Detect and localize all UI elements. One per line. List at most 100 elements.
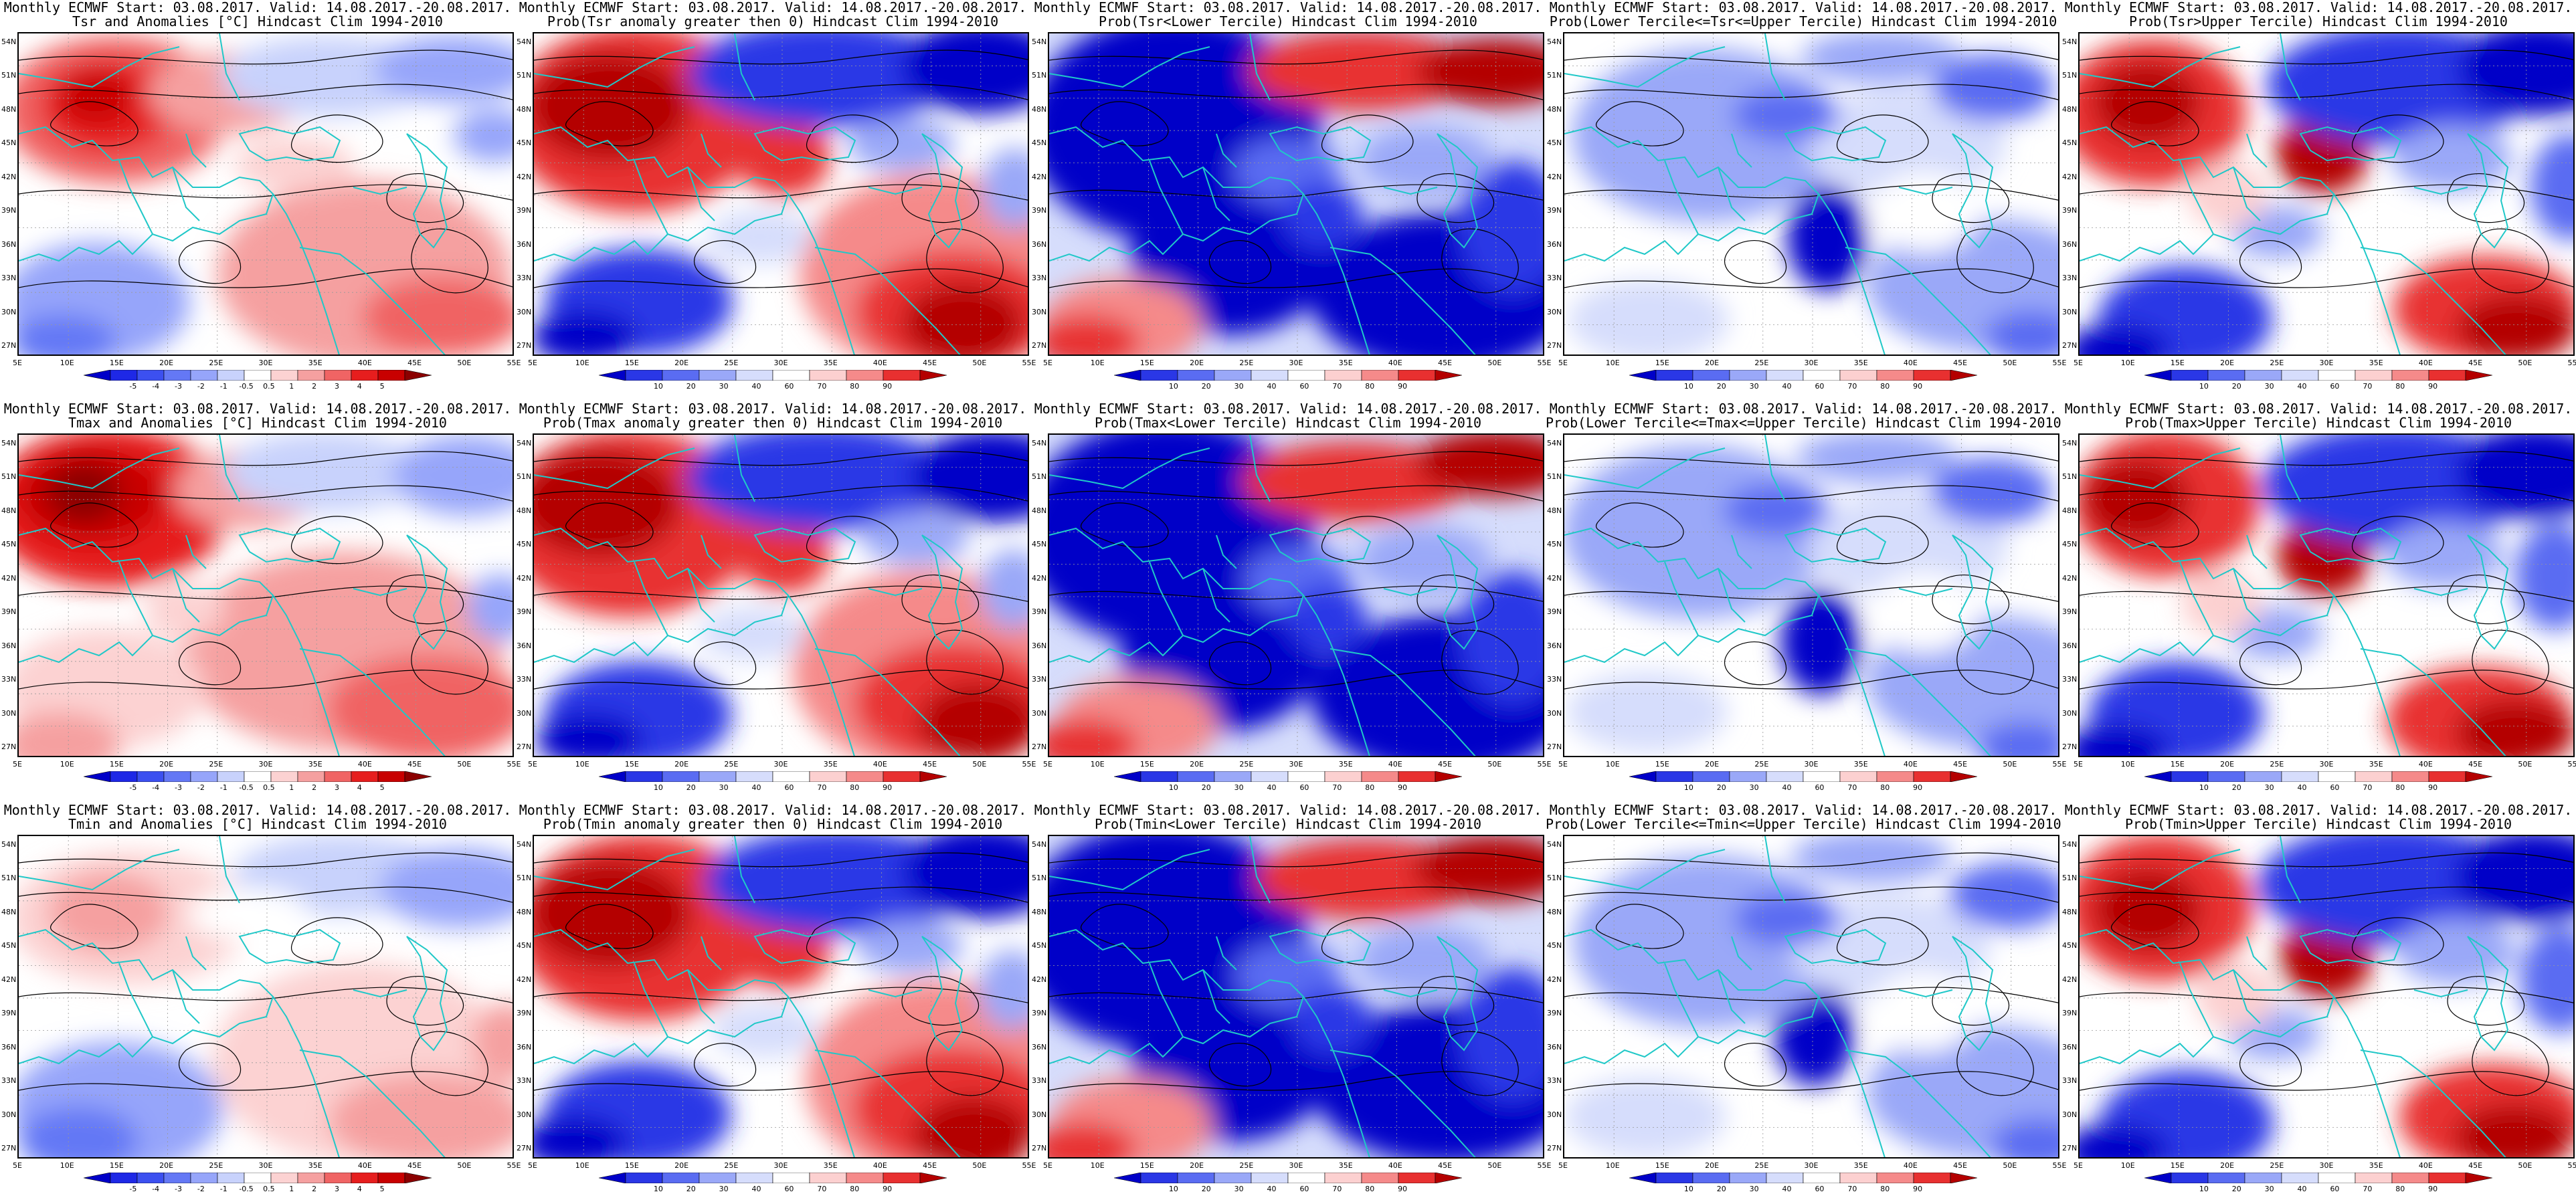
- colorbar-segment: [1324, 771, 1362, 782]
- longitude-tick-label: 35E: [823, 1161, 838, 1170]
- colorbar-segment: [351, 771, 379, 782]
- colorbar-segment: [2281, 1173, 2319, 1183]
- isoline: [1416, 173, 1495, 223]
- longitude-tick-label: 5E: [2074, 359, 2083, 367]
- longitude-tick-label: 15E: [109, 760, 124, 769]
- map-panel-tmin-1: Monthly ECMWF Start: 03.08.2017. Valid: …: [0, 803, 521, 1204]
- colorbar-segment: [324, 771, 352, 782]
- colorbar-segment: [2355, 1173, 2393, 1183]
- latitude-tick-label: 51N: [1547, 71, 1562, 80]
- colorbar-segment: [883, 1173, 921, 1183]
- longitude-tick-label: 10E: [60, 760, 74, 769]
- colorbar-segment: [1655, 1173, 1693, 1183]
- coastline: [1202, 167, 1230, 221]
- latitude-tick-label: 42N: [1032, 172, 1047, 181]
- latitude-tick-label: 39N: [1, 206, 17, 215]
- latitude-tick-label: 42N: [1547, 172, 1562, 181]
- latitude-tick-label: 33N: [2062, 274, 2078, 283]
- isoline: [2472, 1031, 2549, 1096]
- field-blob: [534, 310, 638, 355]
- longitude-tick-label: 35E: [1853, 1161, 1868, 1170]
- longitude-tick-label: 5E: [1558, 359, 1568, 367]
- latitude-tick-label: 30N: [1547, 708, 1562, 718]
- longitude-tick-label: 40E: [1388, 760, 1402, 769]
- coastline: [534, 447, 695, 490]
- colorbar-tick-label: 3: [334, 1185, 339, 1193]
- colorbar-tick-label: -0.5: [239, 783, 254, 792]
- coastline: [299, 648, 446, 756]
- longitude-tick-label: 30E: [773, 760, 788, 769]
- colorbar-segment: [1876, 370, 1914, 381]
- longitude-tick-label: 15E: [1139, 359, 1154, 367]
- isoline: [19, 268, 513, 288]
- colorbar-tick-label: -0.5: [239, 382, 254, 391]
- longitude-tick-label: 45E: [923, 760, 937, 769]
- isoline: [2447, 976, 2525, 1026]
- isoline: [1564, 1071, 2058, 1091]
- coastline: [2299, 126, 2402, 162]
- latitude-tick-label: 42N: [2062, 573, 2078, 583]
- colorbar-tick-label: -3: [175, 1185, 183, 1193]
- longitude-tick-label: 40E: [2418, 1161, 2433, 1170]
- colorbar-segment: [244, 1173, 272, 1183]
- colorbar-tick-label: 40: [1782, 783, 1792, 792]
- panel-title-line2: Tmin and Anomalies [°C] Hindcast Clim 19…: [68, 816, 447, 832]
- colorbar-tick-label: 60: [1299, 783, 1309, 792]
- longitude-tick-label: 30E: [773, 359, 788, 367]
- panel-title-line2: Prob(Lower Tercile<=Tsr<=Upper Tercile) …: [1549, 13, 2057, 29]
- isoline: [901, 575, 980, 625]
- latitude-tick-label: 33N: [517, 274, 532, 283]
- longitude-tick-label: 10E: [575, 359, 589, 367]
- colorbar-extend-low: [2144, 370, 2172, 381]
- coastline: [687, 167, 715, 221]
- map-panel-tsr-2: Monthly ECMWF Start: 03.08.2017. Valid: …: [515, 0, 1036, 401]
- isoline: [50, 101, 139, 146]
- coastline: [1898, 989, 1953, 998]
- coastline: [2280, 435, 2301, 502]
- longitude-tick-label: 25E: [1239, 1161, 1254, 1170]
- isoline: [19, 451, 513, 466]
- colorbar-tick-label: 3: [334, 382, 339, 391]
- colorbar-segment: [1839, 1173, 1877, 1183]
- isoline: [2472, 629, 2549, 695]
- longitude-tick-label: 30E: [2319, 1161, 2334, 1170]
- colorbar-tick-label: 80: [850, 783, 860, 792]
- coastline: [1249, 435, 1271, 502]
- longitude-tick-label: 20E: [1190, 1161, 1204, 1170]
- latitude-tick-label: 48N: [1032, 506, 1047, 515]
- longitude-tick-label: 30E: [1804, 760, 1819, 769]
- isoline: [2110, 101, 2199, 146]
- latitude-tick-label: 45N: [1547, 138, 1562, 148]
- coastline: [701, 133, 722, 168]
- longitude-tick-label: 55E: [2052, 1161, 2067, 1170]
- field-blob: [1049, 1122, 1136, 1157]
- coastline: [1303, 996, 1370, 1157]
- colorbar-extend-high: [1950, 370, 1977, 381]
- coastline: [2080, 527, 2335, 664]
- colorbar-segment: [1140, 370, 1178, 381]
- coastline: [753, 928, 856, 965]
- latitude-tick-label: 30N: [1547, 307, 1562, 316]
- longitude-tick-label: 25E: [724, 760, 739, 769]
- coastline: [1564, 527, 1820, 664]
- colorbar-segment: [1398, 370, 1436, 381]
- isoline: [1049, 84, 1543, 100]
- longitude-tick-label: 15E: [2170, 760, 2185, 769]
- longitude-tick-label: 30E: [2319, 760, 2334, 769]
- coastline: [2467, 133, 2509, 249]
- field-blob: [1805, 90, 2007, 197]
- panel-title-line1: Monthly ECMWF Start: 03.08.2017. Valid: …: [519, 401, 1027, 417]
- latitude-tick-label: 30N: [1032, 708, 1047, 718]
- isoline: [19, 84, 513, 100]
- coastline: [1845, 648, 1991, 756]
- latitude-tick-label: 48N: [517, 506, 532, 515]
- field-blob: [19, 1106, 139, 1157]
- longitude-tick-label: 30E: [1804, 359, 1819, 367]
- colorbar-tick-label: 90: [883, 1185, 893, 1193]
- longitude-tick-label: 5E: [1043, 760, 1052, 769]
- colorbar-tick-label: 10: [1683, 783, 1693, 792]
- map-field: [1564, 836, 2058, 1157]
- longitude-tick-label: 20E: [674, 1161, 689, 1170]
- isoline: [19, 987, 513, 1003]
- field-blob: [1734, 892, 1841, 946]
